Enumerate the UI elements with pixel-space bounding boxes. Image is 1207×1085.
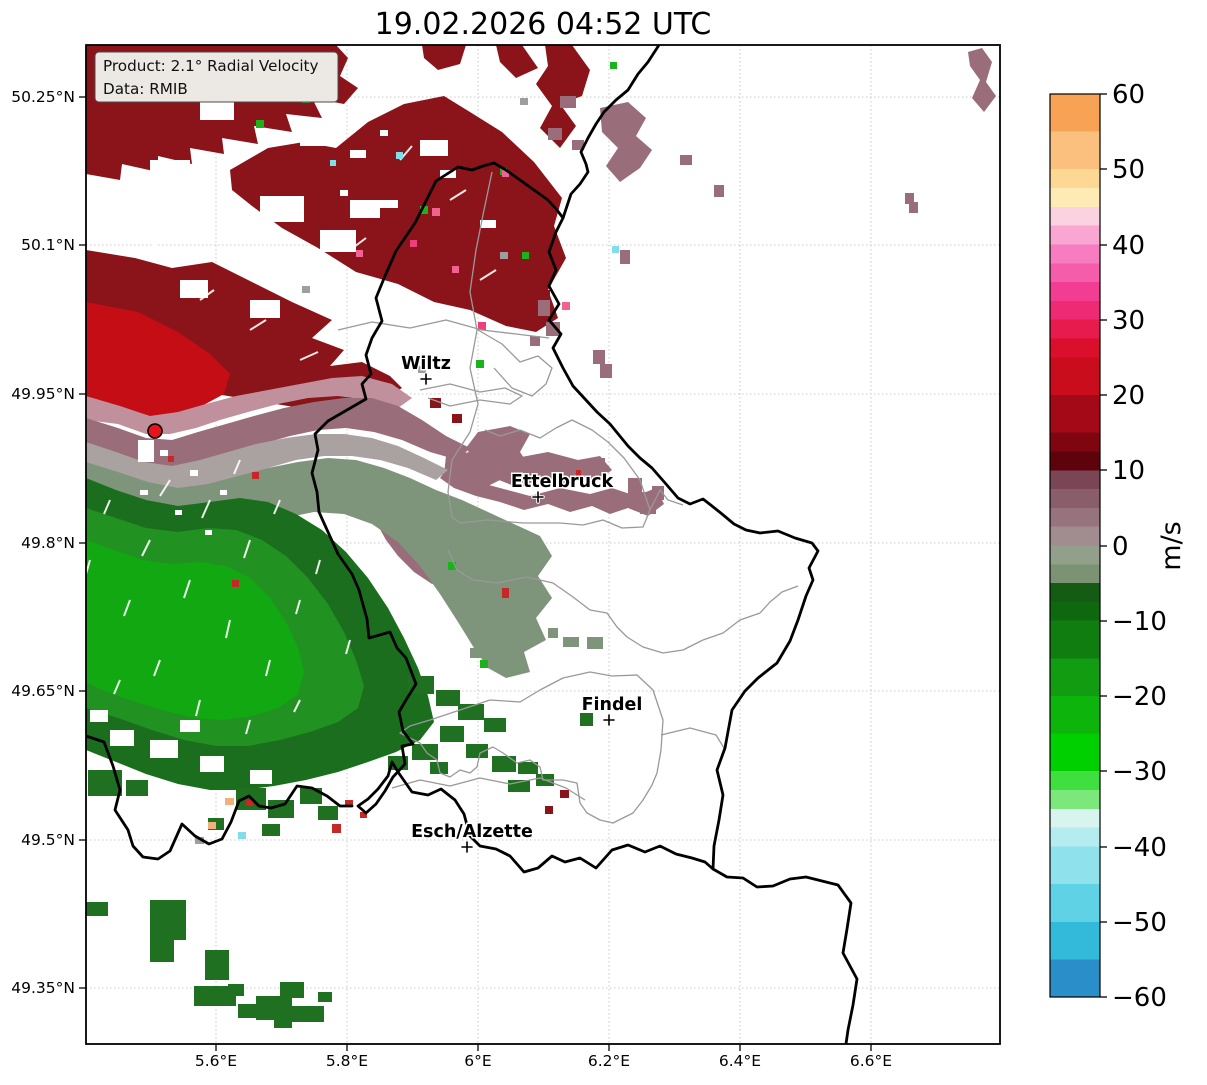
cb-tick-1: 50 bbox=[1112, 155, 1145, 185]
city-label-findel: Findel bbox=[582, 695, 643, 715]
lat-tick-0: 50.25°N bbox=[11, 88, 75, 106]
country-borders bbox=[86, 45, 859, 1044]
city-markers bbox=[419, 372, 616, 854]
lon-tick-2: 6°E bbox=[464, 1052, 491, 1070]
radar-site-marker bbox=[138, 423, 163, 462]
border-france-belgium bbox=[86, 734, 354, 861]
district-borders bbox=[337, 171, 799, 824]
gray-zero-band bbox=[86, 434, 448, 492]
cb-tick-7: −10 bbox=[1112, 607, 1167, 637]
border-belgium-germany bbox=[561, 45, 661, 220]
cb-tick-12: −60 bbox=[1112, 983, 1167, 1013]
lon-tick-5: 6.6°E bbox=[850, 1052, 892, 1070]
radial-velocity-field bbox=[86, 45, 996, 1028]
info-box: Product: 2.1° Radial Velocity Data: RMIB bbox=[94, 51, 339, 103]
city-label-wiltz: Wiltz bbox=[401, 354, 451, 374]
city-marker-esch bbox=[460, 840, 474, 854]
lon-tick-1: 5.8°E bbox=[326, 1052, 368, 1070]
figure-title: 19.02.2026 04:52 UTC bbox=[375, 7, 712, 42]
colorbar-ticks bbox=[1100, 93, 1107, 998]
border-france-germany bbox=[711, 867, 859, 1044]
cb-tick-5: 10 bbox=[1112, 456, 1145, 486]
border-luxembourg bbox=[310, 161, 820, 874]
cb-tick-8: −20 bbox=[1112, 682, 1167, 712]
plot-frame bbox=[85, 44, 1001, 1045]
negative-velocity-region bbox=[86, 478, 593, 1028]
cb-tick-0: 60 bbox=[1112, 80, 1145, 110]
city-label-ettelbruck: Ettelbruck bbox=[511, 472, 614, 492]
cb-tick-9: −30 bbox=[1112, 757, 1167, 787]
bright-red-near-radar bbox=[86, 302, 230, 424]
city-marker-findel bbox=[602, 713, 616, 727]
lat-tick-4: 49.65°N bbox=[11, 682, 75, 700]
cb-tick-4: 20 bbox=[1112, 381, 1145, 411]
colorbar-gradient bbox=[1049, 93, 1101, 998]
lon-tick-4: 6.4°E bbox=[719, 1052, 761, 1070]
lat-tick-2: 49.95°N bbox=[11, 385, 75, 403]
city-marker-wiltz bbox=[419, 372, 433, 386]
info-data-source: Data: RMIB bbox=[103, 80, 188, 98]
lat-tick-6: 49.35°N bbox=[11, 979, 75, 997]
scattered-green-blocks bbox=[86, 676, 593, 1028]
cb-tick-2: 40 bbox=[1112, 231, 1145, 261]
cb-tick-11: −50 bbox=[1112, 908, 1167, 938]
lat-tick-1: 50.1°N bbox=[21, 236, 75, 254]
colorbar: 60 50 40 30 20 10 0 −10 −20 −30 −40 −50 … bbox=[1049, 80, 1187, 1013]
city-label-esch: Esch/Alzette bbox=[411, 822, 533, 842]
cb-tick-6: 0 bbox=[1112, 532, 1129, 562]
colorbar-unit-label: m/s bbox=[1156, 521, 1187, 570]
cb-tick-3: 30 bbox=[1112, 306, 1145, 336]
lon-tick-3: 6.2°E bbox=[588, 1052, 630, 1070]
info-product: Product: 2.1° Radial Velocity bbox=[103, 57, 319, 75]
radial-streaks bbox=[86, 145, 497, 735]
cb-tick-10: −40 bbox=[1112, 833, 1167, 863]
rose-transition-band bbox=[86, 376, 412, 434]
axis-ticks bbox=[79, 96, 872, 1051]
noise-speckles bbox=[140, 62, 619, 844]
lat-tick-3: 49.8°N bbox=[21, 534, 75, 552]
lat-tick-5: 49.5°N bbox=[21, 831, 75, 849]
lon-tick-0: 5.6°E bbox=[195, 1052, 237, 1070]
city-marker-ettelbruck bbox=[531, 490, 545, 504]
